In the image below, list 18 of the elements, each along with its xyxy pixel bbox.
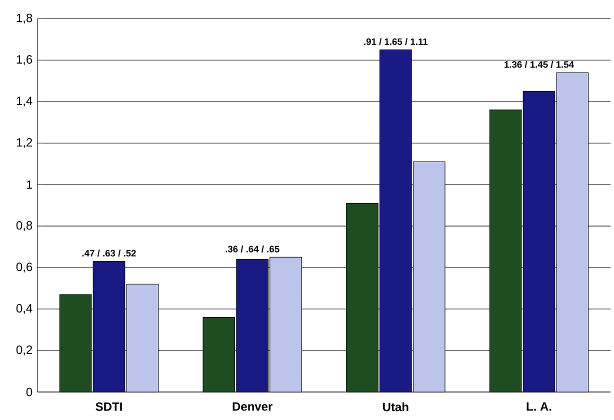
y-tick-label: 0	[26, 388, 32, 396]
y-tick-label: 0,2	[16, 346, 32, 356]
annotation: 1.36 / 1.45 / 1.54	[504, 60, 574, 68]
x-tick-label: Denver	[232, 402, 272, 411]
y-tick-label: 0,4	[16, 304, 32, 314]
x-tick-label: SDTI	[96, 402, 122, 411]
y-tick-label: 0,8	[16, 221, 32, 232]
y-tick-label: 1,6	[16, 55, 32, 66]
x-tick-label: Utah	[383, 402, 408, 412]
y-tick-label: 0,6	[16, 262, 32, 272]
x-tick-label: L. A.	[526, 402, 552, 411]
y-tick-label: 1,4	[16, 96, 32, 107]
y-tick-label: 1,8	[16, 14, 32, 24]
y-tick-label: 1	[26, 180, 32, 189]
annotation: .91 / 1.65 / 1.11	[364, 38, 428, 46]
y-tick-label: 1,2	[16, 138, 32, 148]
annotation: .36 / .64 / .65	[226, 246, 280, 252]
annotation: .47 / .63 / .52	[82, 250, 136, 257]
